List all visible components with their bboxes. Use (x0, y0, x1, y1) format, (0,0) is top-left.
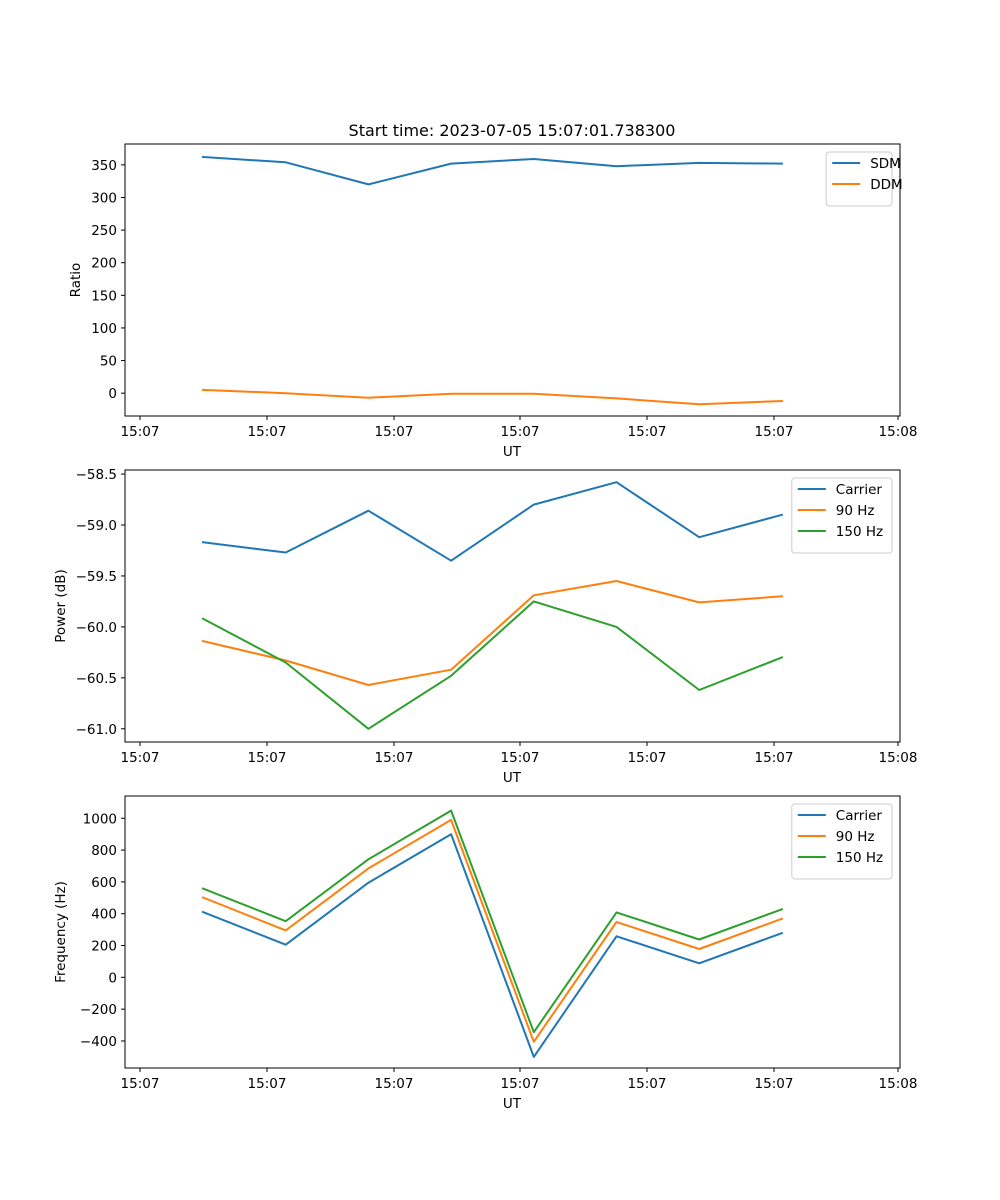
y-tick-label: −59.0 (76, 518, 117, 534)
y-tick-label: 800 (91, 843, 117, 859)
legend-label: 150 Hz (836, 850, 883, 866)
series-line-150-hz (201, 809, 784, 1034)
legend-label: DDM (870, 177, 902, 193)
y-tick-label: 100 (91, 321, 117, 337)
x-axis-label: UT (503, 1096, 522, 1112)
y-tick-label: 50 (100, 354, 117, 370)
legend-label: Carrier (836, 808, 883, 824)
y-axis-label: Power (dB) (53, 569, 69, 642)
y-tick-label: −60.0 (76, 620, 117, 636)
axes-frame (124, 143, 901, 417)
y-tick-label: 250 (91, 223, 117, 239)
y-tick-label: 1000 (83, 811, 117, 827)
x-axis-label: UT (503, 444, 522, 460)
x-tick-label: 15:07 (121, 750, 160, 766)
y-tick-label: 300 (91, 190, 117, 206)
x-tick-label: 15:07 (375, 1076, 414, 1092)
legend-label: Carrier (836, 482, 883, 498)
x-tick-label: 15:07 (248, 424, 287, 440)
x-axis-label: UT (503, 770, 522, 786)
y-tick-label: −400 (80, 1034, 117, 1050)
y-axis-label: Frequency (Hz) (53, 881, 69, 983)
y-tick-label: −60.5 (76, 671, 117, 687)
x-tick-label: 15:07 (121, 1076, 160, 1092)
y-tick-label: 150 (91, 288, 117, 304)
legend (791, 803, 893, 880)
x-tick-label: 15:07 (248, 1076, 287, 1092)
x-tick-label-end: 15:08 (879, 750, 918, 766)
x-tick-label: 15:07 (755, 1076, 794, 1092)
x-tick-label-end: 15:08 (879, 1076, 918, 1092)
series-line-90-hz (201, 818, 784, 1043)
panel-power: −61.0 −60.5 −60.0 −59.5 −59.0 −58.5 15:07 15:07… (53, 467, 917, 786)
panel-ratio: 0 50 100 150 200 250 300 350 15:07 15:07 15:07 15:0… (68, 143, 918, 460)
x-tick-label: 15:07 (628, 750, 667, 766)
x-tick-label: 15:07 (755, 750, 794, 766)
series-line-90-hz (201, 580, 783, 686)
x-tick-label: 15:07 (501, 1076, 540, 1092)
y-tick-label: 0 (108, 386, 117, 402)
x-tick-label: 15:07 (248, 750, 287, 766)
y-tick-label: 400 (91, 907, 117, 923)
series-line-carrier (201, 833, 784, 1058)
y-tick-label: −200 (80, 1002, 117, 1018)
y-tick-label: −61.0 (76, 722, 117, 738)
x-tick-label-end: 15:08 (879, 424, 918, 440)
x-tick-label: 15:07 (501, 424, 540, 440)
legend-label: 90 Hz (836, 503, 875, 519)
series-line-150-hz (201, 600, 784, 730)
series-line-sdm (201, 155, 783, 186)
y-tick-label: 350 (91, 158, 117, 174)
y-tick-label: 0 (108, 970, 117, 986)
y-tick-label: 200 (91, 256, 117, 272)
x-tick-label: 15:07 (628, 1076, 667, 1092)
axes-frame (124, 795, 901, 1069)
x-tick-label: 15:07 (628, 424, 667, 440)
series-line-ddm (201, 388, 783, 406)
y-tick-label: 200 (91, 939, 117, 955)
figure-title: Start time: 2023-07-05 15:07:01.738300 (349, 121, 676, 140)
legend (791, 477, 893, 554)
x-tick-label: 15:07 (755, 424, 794, 440)
y-tick-label: 600 (91, 875, 117, 891)
series-line-carrier (201, 481, 784, 562)
y-tick-label: −59.5 (76, 569, 117, 585)
legend-label: SDM (870, 156, 901, 172)
x-tick-label: 15:07 (375, 750, 414, 766)
axes-frame (124, 469, 901, 743)
legend (825, 151, 893, 207)
x-tick-label: 15:07 (501, 750, 540, 766)
x-tick-label: 15:07 (375, 424, 414, 440)
legend-label: 90 Hz (836, 829, 875, 845)
y-tick-label: −58.5 (76, 467, 117, 483)
y-axis-label: Ratio (68, 263, 84, 298)
panel-frequency: −400 −200 0 200 400 600 800 1000 15:07 15:07 15:07… (53, 795, 918, 1112)
legend-label: 150 Hz (836, 524, 883, 540)
x-tick-label: 15:07 (121, 424, 160, 440)
